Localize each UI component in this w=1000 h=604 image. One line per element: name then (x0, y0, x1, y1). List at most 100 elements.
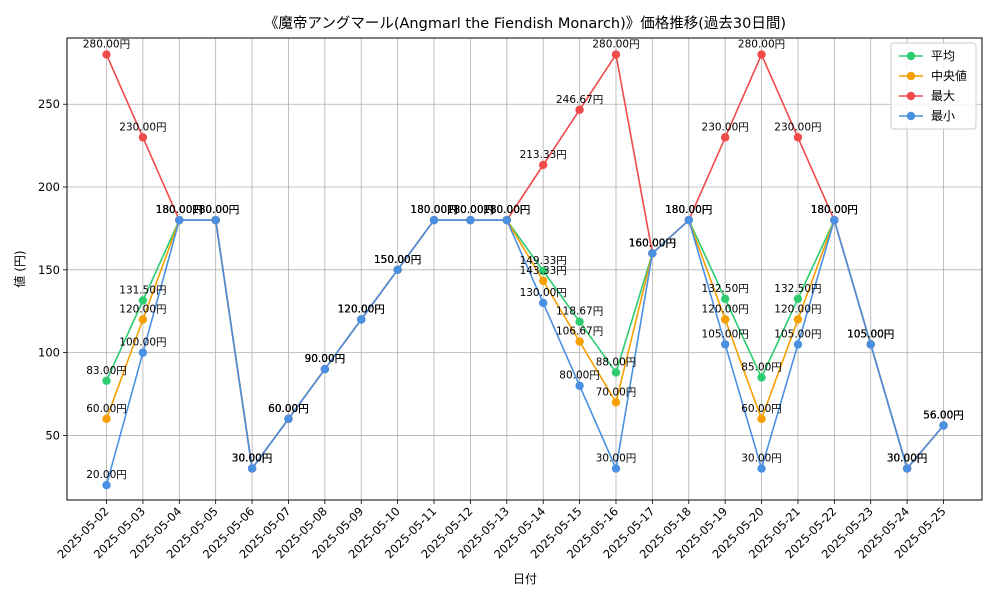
data-label: 56.00円 (923, 409, 964, 421)
data-label: 30.00円 (232, 453, 273, 465)
data-point (939, 421, 948, 430)
series-4 (102, 215, 948, 490)
series-line (105, 219, 945, 486)
data-label: 143.33円 (520, 265, 567, 277)
data-label: 180.00円 (483, 204, 530, 216)
data-label: 20.00円 (86, 469, 127, 481)
data-label: 246.67円 (556, 94, 603, 106)
y-tick-label: 50 (45, 428, 60, 442)
data-point (102, 376, 111, 385)
data-point (102, 50, 111, 59)
data-label: 90.00円 (305, 353, 346, 365)
data-label: 120.00円 (338, 304, 385, 316)
grid (67, 38, 982, 500)
data-label: 56.00円 (923, 409, 964, 421)
data-point (320, 364, 330, 374)
data-point (793, 340, 803, 349)
data-label: 105.00円 (847, 328, 894, 340)
data-point (538, 266, 548, 276)
data-label: 90.00円 (305, 353, 346, 365)
data-label: 213.33円 (520, 149, 567, 161)
data-point (357, 315, 366, 324)
data-label: 180.00円 (483, 204, 530, 216)
legend-label: 中央値 (931, 68, 967, 83)
data-label: 180.00円 (811, 204, 858, 216)
legend-box (890, 42, 977, 130)
data-label: 180.00円 (811, 204, 858, 216)
data-label: 105.00円 (847, 328, 894, 340)
data-label: 150.00円 (374, 254, 421, 266)
data-point (575, 381, 584, 390)
data-point (575, 317, 584, 326)
data-label: 106.67円 (556, 326, 603, 338)
data-label: 118.67円 (556, 306, 603, 318)
data-point (575, 337, 584, 346)
data-label: 56.00円 (923, 409, 964, 421)
data-label: 30.00円 (887, 453, 928, 465)
data-label: 60.00円 (268, 403, 309, 415)
data-label: 180.00円 (665, 204, 712, 216)
data-point (866, 340, 875, 349)
legend-marker (906, 51, 916, 61)
data-label: 120.00円 (338, 304, 385, 316)
series-lines (102, 50, 948, 490)
data-label: 30.00円 (887, 453, 928, 465)
data-label: 120.00円 (702, 304, 749, 316)
data-label: 230.00円 (774, 121, 821, 133)
data-label: 30.00円 (232, 453, 273, 465)
data-label: 160.00円 (629, 237, 676, 249)
data-label: 230.00円 (702, 121, 749, 133)
data-label: 60.00円 (268, 403, 309, 415)
data-label: 30.00円 (741, 453, 782, 465)
data-label: 280.00円 (83, 39, 130, 51)
data-label: 180.00円 (192, 204, 239, 216)
data-label: 30.00円 (887, 453, 928, 465)
data-label: 160.00円 (629, 237, 676, 249)
data-point (720, 294, 730, 304)
data-point (757, 50, 766, 59)
y-tick-label: 250 (38, 97, 60, 111)
data-point (611, 398, 621, 407)
data-label: 280.00円 (738, 39, 785, 51)
data-label: 150.00円 (374, 254, 421, 266)
data-label: 130.00円 (520, 287, 567, 299)
data-point (757, 464, 766, 473)
data-point (538, 298, 548, 308)
data-label: 180.00円 (156, 204, 203, 216)
data-label: 180.00円 (447, 204, 494, 216)
data-label: 132.50円 (774, 283, 821, 295)
data-label: 180.00円 (811, 204, 858, 216)
data-label: 30.00円 (887, 453, 928, 465)
data-label: 120.00円 (774, 304, 821, 316)
data-label: 160.00円 (629, 237, 676, 249)
data-label: 90.00円 (305, 353, 346, 365)
y-tick-label: 200 (38, 180, 60, 194)
data-label: 80.00円 (559, 370, 600, 382)
data-point (575, 105, 584, 114)
legend-marker (906, 71, 916, 81)
data-label: 85.00円 (741, 361, 782, 373)
data-label: 105.00円 (702, 328, 749, 340)
data-point (793, 315, 803, 324)
chart-title: 《魔帝アングマール(Angmarl the Fiendish Monarch)》… (264, 15, 786, 32)
data-point (648, 249, 657, 258)
data-point (429, 215, 439, 225)
x-axis-label: 日付 (513, 572, 537, 586)
data-point (247, 464, 257, 473)
legend-marker (906, 111, 916, 121)
data-point (138, 315, 148, 324)
data-label: 150.00円 (374, 254, 421, 266)
data-label: 70.00円 (596, 386, 637, 398)
data-point (102, 480, 111, 490)
legend-label: 最大 (931, 89, 955, 103)
data-label: 180.00円 (156, 204, 203, 216)
data-point (102, 414, 111, 424)
plot-frame (66, 37, 983, 501)
data-point (720, 133, 730, 142)
data-label: 100.00円 (119, 337, 166, 349)
data-label: 180.00円 (665, 204, 712, 216)
data-label: 160.00円 (629, 237, 676, 249)
data-label: 30.00円 (232, 453, 273, 465)
data-label: 180.00円 (192, 204, 239, 216)
data-label: 180.00円 (156, 204, 203, 216)
